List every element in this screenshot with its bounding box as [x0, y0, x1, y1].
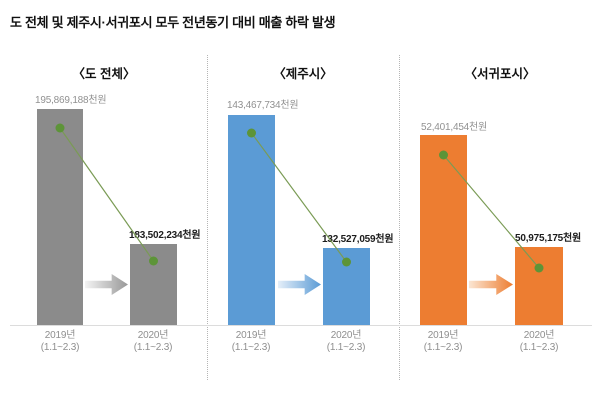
- panel-divider: [207, 55, 208, 380]
- bar-2019: [37, 109, 83, 325]
- x-tick-label-2019: 2019년 (1.1~2.3): [231, 330, 271, 353]
- bar-2020: [515, 247, 563, 325]
- panel-title: 〈서귀포시〉: [464, 67, 536, 81]
- decrease-arrow-icon: [85, 274, 128, 295]
- bar-2019: [420, 135, 467, 325]
- x-tick-label-2019: 2019년 (1.1~2.3): [423, 330, 463, 353]
- value-label-2019: 143,467,734천원: [227, 100, 299, 111]
- value-label-2020: 183,502,234천원: [129, 230, 201, 241]
- x-tick-label-2020: 2020년 (1.1~2.3): [326, 330, 366, 353]
- x-axis-baseline: [10, 325, 592, 326]
- panel-title: 〈도 전체〉: [72, 67, 136, 81]
- panel-title: 〈제주시〉: [273, 67, 333, 81]
- x-tick-label-2019: 2019년 (1.1~2.3): [40, 330, 80, 353]
- decrease-arrow-icon: [469, 274, 513, 295]
- bar-2019: [228, 115, 275, 325]
- decrease-arrow-icon: [278, 274, 321, 295]
- page-title: 도 전체 및 제주시·서귀포시 모두 전년동기 대비 매출 하락 발생: [10, 15, 336, 30]
- value-label-2019: 195,869,188천원: [35, 95, 107, 106]
- panel-divider: [399, 55, 400, 380]
- bar-2020: [323, 248, 370, 325]
- x-tick-label-2020: 2020년 (1.1~2.3): [519, 330, 559, 353]
- x-tick-label-2020: 2020년 (1.1~2.3): [133, 330, 173, 353]
- value-label-2019: 52,401,454천원: [421, 122, 488, 133]
- value-label-2020: 132,527,059천원: [322, 234, 394, 245]
- bar-2020: [130, 244, 177, 325]
- value-label-2020: 50,975,175천원: [515, 233, 582, 244]
